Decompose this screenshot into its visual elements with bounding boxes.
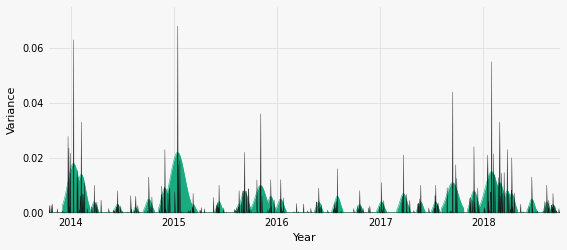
X-axis label: Year: Year (293, 233, 316, 243)
Y-axis label: Variance: Variance (7, 86, 17, 134)
